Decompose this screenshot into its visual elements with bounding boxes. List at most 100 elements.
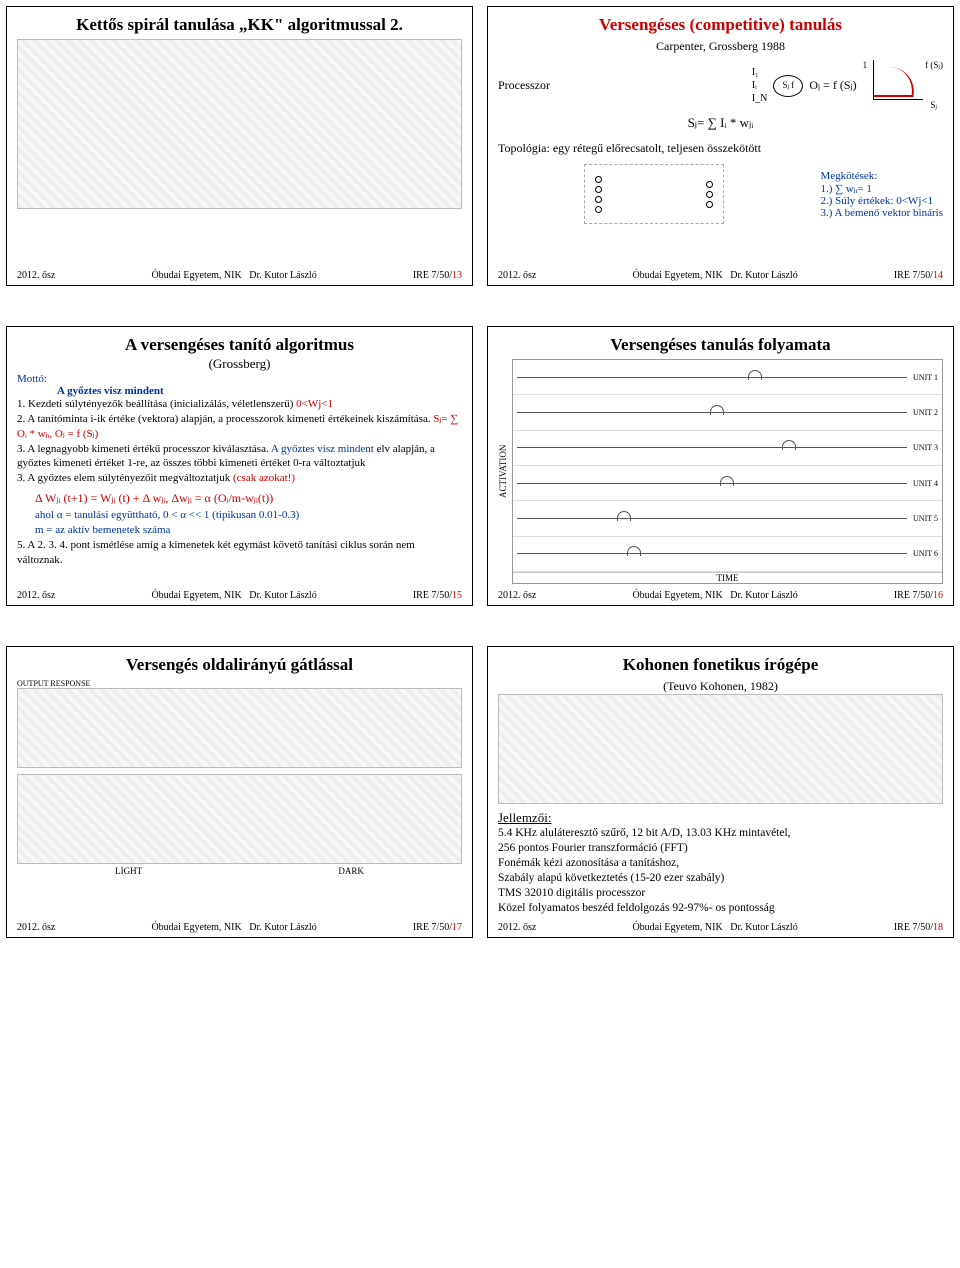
algo-item: 1. Kezdeti súlytényezők beállítása (inic… <box>17 397 462 412</box>
axes-xlabel: Sⱼ <box>930 100 937 111</box>
chart-ylabel: ACTIVATION <box>498 359 508 584</box>
footer-author: Dr. Kutor László <box>249 922 317 933</box>
footer-uni: Óbudai Egyetem, NIK <box>151 922 241 933</box>
axes-one: 1 <box>863 60 868 70</box>
feature-line: 5.4 KHz aluláteresztő szűrő, 12 bit A/D,… <box>498 826 943 841</box>
slide-13: Kettős spirál tanulása „KK" algoritmussa… <box>6 6 473 286</box>
slide-body: Jellemzői: 5.4 KHz aluláteresztő szűrő, … <box>498 694 943 916</box>
slide-body <box>17 39 462 264</box>
unit-label: UNIT 6 <box>913 549 938 558</box>
waveform-placeholder <box>17 688 462 768</box>
activation-axes <box>873 60 923 100</box>
unit-panel: UNIT 2 <box>513 395 942 430</box>
slide-title: Versengéses (competitive) tanulás <box>498 15 943 35</box>
slide-footer: 2012. ősz Óbudai Egyetem, NIK Dr. Kutor … <box>498 264 943 281</box>
motto-label: Mottó: <box>17 373 47 385</box>
slide-body: Processzor I₁ Iᵢ I_N Sⱼ f Oⱼ = f (Sⱼ) 1 … <box>498 54 943 264</box>
footer-uni: Óbudai Egyetem, NIK <box>632 590 722 601</box>
input-label: I_N <box>752 93 768 104</box>
input-label: I₁ <box>752 67 768 78</box>
kohonen-diagram-placeholder <box>498 694 943 804</box>
footer-semester: 2012. ősz <box>498 270 536 281</box>
feature-line: Szabály alapú következtetés (15-20 ezer … <box>498 871 943 886</box>
feature-line: Fonémák kézi azonosítása a tanításhoz, <box>498 856 943 871</box>
footer-uni: Óbudai Egyetem, NIK <box>632 270 722 281</box>
slide-footer: 2012. ősz Óbudai Egyetem, NIK Dr. Kutor … <box>17 916 462 933</box>
slide-title: A versengéses tanító algoritmus (Grossbe… <box>17 335 462 373</box>
unit-label: UNIT 5 <box>913 514 938 523</box>
footer-author: Dr. Kutor László <box>730 270 798 281</box>
unit-panel: UNIT 3 <box>513 431 942 466</box>
unit-label: UNIT 2 <box>913 408 938 417</box>
slide-15: A versengéses tanító algoritmus (Grossbe… <box>6 326 473 606</box>
m-line: m = az aktív bemenetek száma <box>35 523 462 538</box>
bottom-label: DARK <box>338 866 364 876</box>
footer-semester: 2012. ősz <box>17 922 55 933</box>
feature-line: Közel folyamatos beszéd feldolgozás 92-9… <box>498 901 943 916</box>
chart-top-label: OUTPUT RESPONSE <box>17 679 462 688</box>
footer-author: Dr. Kutor László <box>249 590 317 601</box>
neuron-icon: Sⱼ f <box>773 75 803 97</box>
footer-author: Dr. Kutor László <box>730 590 798 601</box>
unit-label: UNIT 4 <box>913 479 938 488</box>
slide-17: Versengés oldalirányú gátlással OUTPUT R… <box>6 646 473 938</box>
slide-title: Kohonen fonetikus írógépe <box>498 655 943 675</box>
bottom-label: LIGHT <box>115 866 142 876</box>
delta-equation: Δ Wⱼᵢ (t+1) = Wⱼᵢ (t) + Δ wⱼᵢ, Δwⱼᵢ = α … <box>35 490 462 506</box>
footer-author: Dr. Kutor László <box>730 922 798 933</box>
activation-curve <box>874 67 919 97</box>
footer-semester: 2012. ősz <box>17 590 55 601</box>
topology-text: Topológia: egy rétegű előrecsatolt, telj… <box>498 141 943 156</box>
footer-uni: Óbudai Egyetem, NIK <box>632 922 722 933</box>
slide-body: Mottó: A győztes visz mindent 1. Kezdeti… <box>17 373 462 584</box>
footer-semester: 2012. ősz <box>498 922 536 933</box>
slide-body: OUTPUT RESPONSE LIGHT DARK <box>17 679 462 916</box>
chart-xlabel: TIME <box>513 572 942 583</box>
algo-item: 3. A győztes elem súlytényezőit megválto… <box>17 471 462 486</box>
slide-18: Kohonen fonetikus írógépe (Teuvo Kohonen… <box>487 646 954 938</box>
unit-panel: UNIT 4 <box>513 466 942 501</box>
motto-text: A győztes visz mindent <box>57 385 462 397</box>
algo-item-5: 5. A 2. 3. 4. pont ismétlése amíg a kime… <box>17 538 462 568</box>
slide-title: Kettős spirál tanulása „KK" algoritmussa… <box>17 15 462 35</box>
output-equation: Oⱼ = f (Sⱼ) <box>809 78 856 93</box>
footer-page: IRE 7/50/14 <box>894 270 943 281</box>
footer-page: IRE 7/50/16 <box>894 590 943 601</box>
footer-uni: Óbudai Egyetem, NIK <box>151 270 241 281</box>
slide-footer: 2012. ősz Óbudai Egyetem, NIK Dr. Kutor … <box>498 584 943 601</box>
footer-uni: Óbudai Egyetem, NIK <box>151 590 241 601</box>
axes-ylabel: f (Sⱼ) <box>925 60 943 71</box>
slide-subtitle: (Teuvo Kohonen, 1982) <box>498 679 943 694</box>
processor-label: Processzor <box>498 78 550 93</box>
unit-label: UNIT 3 <box>913 443 938 452</box>
slide-footer: 2012. ősz Óbudai Egyetem, NIK Dr. Kutor … <box>17 584 462 601</box>
unit-panel: UNIT 5 <box>513 501 942 536</box>
constraint-item: 2.) Súly értékek: 0<Wj<1 <box>820 195 943 207</box>
footer-page: IRE 7/50/13 <box>413 270 462 281</box>
feature-line: 256 pontos Fourier transzformáció (FFT) <box>498 841 943 856</box>
footer-page: IRE 7/50/17 <box>413 922 462 933</box>
input-label: Iᵢ <box>752 80 768 91</box>
constraint-item: 3.) A bemenő vektor bináris <box>820 207 943 219</box>
constraints-title: Megkötések: <box>820 170 943 182</box>
where-line: ahol α = tanulási együttható, 0 < α << 1… <box>35 508 462 523</box>
slide-14: Versengéses (competitive) tanulás Carpen… <box>487 6 954 286</box>
slide-body: ACTIVATION UNIT 1 UNIT 2 UNIT 3 UNIT 4 UNIT … <box>498 359 943 584</box>
network-icon <box>584 164 724 224</box>
unit-panel: UNIT 6 <box>513 537 942 572</box>
footer-semester: 2012. ősz <box>17 270 55 281</box>
algo-item: 2. A tanítóminta i-ik értéke (vektora) a… <box>17 412 462 442</box>
unit-panel: UNIT 1 <box>513 360 942 395</box>
slide-title: Versengés oldalirányú gátlással <box>17 655 462 675</box>
image-placeholder-spirals <box>17 39 462 209</box>
unit-label: UNIT 1 <box>913 373 938 382</box>
footer-page: IRE 7/50/15 <box>413 590 462 601</box>
footer-page: IRE 7/50/18 <box>894 922 943 933</box>
slide-footer: 2012. ősz Óbudai Egyetem, NIK Dr. Kutor … <box>17 264 462 281</box>
slide-subtitle: Carpenter, Grossberg 1988 <box>498 39 943 54</box>
footer-author: Dr. Kutor László <box>249 270 317 281</box>
sum-equation: Sⱼ= ∑ Iᵢ * wⱼᵢ <box>498 115 943 131</box>
features-title: Jellemzői: <box>498 810 943 826</box>
feature-line: TMS 32010 digitális processzor <box>498 886 943 901</box>
slide-footer: 2012. ősz Óbudai Egyetem, NIK Dr. Kutor … <box>498 916 943 933</box>
